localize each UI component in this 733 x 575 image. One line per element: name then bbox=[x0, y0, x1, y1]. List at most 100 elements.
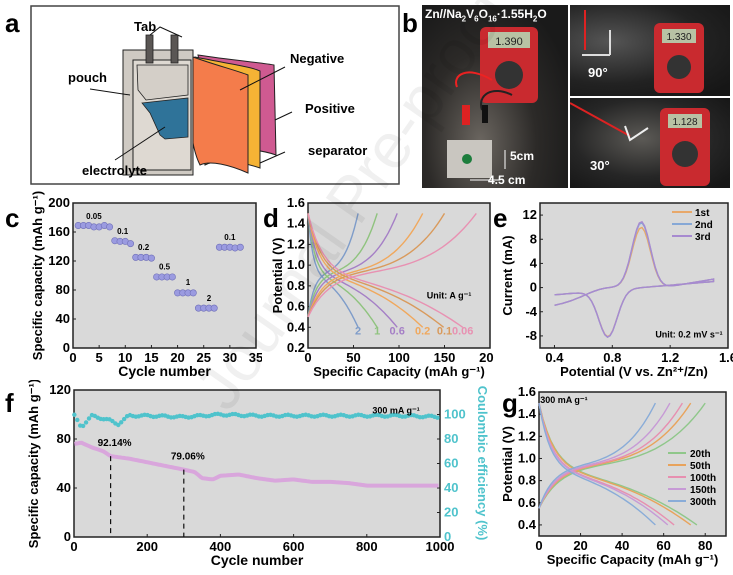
title-water: ·1.55H bbox=[496, 7, 533, 21]
legend-label-2nd: 2nd bbox=[695, 220, 713, 231]
discharge-curve-2 bbox=[307, 213, 359, 328]
y-axis-label: Potential (V) bbox=[270, 238, 285, 314]
cv-curve-3rd bbox=[554, 220, 715, 338]
dimension-height: 5cm bbox=[510, 149, 535, 163]
x-tick-label: 25 bbox=[196, 350, 210, 365]
photo-bend-90: 1.330 90° bbox=[570, 5, 730, 96]
y-tick-label: 80 bbox=[57, 431, 71, 446]
y-axis-label: Specific capacity (mAh g⁻¹) bbox=[26, 380, 41, 548]
ce-point bbox=[121, 416, 127, 422]
x-tick-label: 0 bbox=[69, 350, 76, 365]
y-tick-label: 0 bbox=[63, 340, 70, 355]
y-axis-label: Specific capacity (mAh g⁻¹) bbox=[30, 191, 45, 360]
x-tick-label: 20 bbox=[573, 538, 587, 553]
series-label-0.2: 0.2 bbox=[415, 326, 430, 338]
y2-tick-label: 40 bbox=[444, 480, 458, 495]
charge-curve-0.06 bbox=[307, 212, 477, 318]
y-tick-label: 160 bbox=[48, 224, 70, 239]
charge-curve-0.6 bbox=[307, 213, 398, 318]
legend-label-300th: 300th bbox=[690, 497, 716, 508]
rate-annotation: 0.1 bbox=[224, 233, 236, 242]
x-tick-label: 0 bbox=[70, 539, 77, 554]
x-tick-label: 40 bbox=[615, 538, 629, 553]
x-tick-label: 1000 bbox=[426, 539, 455, 554]
discharge-curve-50th bbox=[538, 402, 692, 526]
charge-curve-100th bbox=[538, 402, 683, 509]
legend-label-20th: 20th bbox=[690, 449, 711, 460]
x-tick-label: 35 bbox=[249, 350, 262, 365]
discharge-curve-0.2 bbox=[307, 213, 424, 328]
x-tick-label: 1.6 bbox=[719, 350, 733, 365]
y-tick-label: 0.8 bbox=[287, 278, 305, 293]
title-sub-h2: 2 bbox=[532, 14, 538, 24]
x-tick-label: 200 bbox=[136, 539, 158, 554]
angle-30-label: 30° bbox=[590, 158, 610, 173]
y-tick-label: 120 bbox=[49, 382, 71, 397]
y-tick-label: 0.6 bbox=[518, 495, 536, 510]
charge-curve-20th bbox=[538, 402, 706, 509]
discharge-curve-300th bbox=[538, 402, 656, 526]
callout-separator: separator bbox=[308, 143, 367, 158]
photo-pouch-cell-voltage: 1.390 Zn//Na2V6O16·1.55H2O 5cm 4.5 cm bbox=[422, 5, 568, 188]
y-tick-label: 8 bbox=[530, 231, 537, 246]
x-tick-label: 0 bbox=[535, 538, 542, 553]
y2-axis-label: Coulombic efficiency (%) bbox=[475, 386, 490, 541]
rate-annotation: 0.2 bbox=[138, 243, 150, 252]
x-tick-label: 0.8 bbox=[603, 350, 621, 365]
legend-label-1st: 1st bbox=[695, 208, 710, 219]
data-point bbox=[189, 289, 197, 297]
y-tick-label: 1.0 bbox=[518, 450, 536, 465]
y-tick-label: 40 bbox=[57, 480, 71, 495]
title-zn-na: Zn//Na bbox=[425, 7, 462, 21]
data-point bbox=[147, 254, 155, 262]
x-tick-label: 5 bbox=[96, 350, 103, 365]
x-tick-label: 100 bbox=[388, 350, 410, 365]
y-tick-label: 1.4 bbox=[287, 216, 306, 231]
discharge-curve-100th bbox=[538, 402, 675, 526]
angle-90-label: 90° bbox=[588, 65, 608, 80]
x-tick-label: 60 bbox=[656, 538, 670, 553]
charge-curve-150th bbox=[538, 402, 671, 509]
discharge-curve-0.6 bbox=[307, 213, 398, 328]
tab-left bbox=[145, 34, 154, 64]
ce-point bbox=[72, 412, 77, 417]
ce-point bbox=[116, 422, 121, 428]
x-tick-label: 0 bbox=[304, 350, 311, 365]
x-axis-label: Specific Capacity (mAh g⁻¹) bbox=[547, 552, 719, 567]
y-tick-label: 0.2 bbox=[287, 340, 305, 355]
y-tick-label: 0 bbox=[64, 529, 71, 544]
ce-point bbox=[119, 420, 124, 425]
chart-c-rate-capability: 0 5 10 15 20 25 30 35 0 40 80 120 160 200 Cycle number… bbox=[30, 191, 262, 379]
x-tick-label: 0.4 bbox=[545, 350, 564, 365]
x-tick-label: 1.2 bbox=[661, 350, 679, 365]
chart-d-charge-discharge: 0 50 100 150 200 0.2 0.4 0.6 0.8 1.0 1.2 1.4 1.6 Spec… bbox=[270, 195, 494, 379]
charge-curve-50th bbox=[538, 402, 692, 509]
panel-a-label: a bbox=[5, 8, 20, 38]
y-tick-label: 0.6 bbox=[287, 299, 305, 314]
callout-tab: Tab bbox=[134, 19, 156, 34]
data-point bbox=[168, 273, 176, 281]
x-tick-label: 80 bbox=[698, 538, 712, 553]
x-tick-label: 10 bbox=[118, 350, 132, 365]
y-tick-label: 1.6 bbox=[287, 195, 305, 210]
panel-e-label: e bbox=[493, 203, 508, 233]
y-axis-label: Current (mA) bbox=[500, 235, 515, 315]
tab-right bbox=[170, 34, 179, 64]
x-tick-label: 150 bbox=[434, 350, 456, 365]
x-tick-label: 30 bbox=[223, 350, 237, 365]
y-tick-label: 200 bbox=[48, 195, 70, 210]
ce-point bbox=[83, 420, 89, 425]
ce-point bbox=[110, 418, 115, 424]
y2-tick-label: 60 bbox=[444, 456, 458, 471]
y-tick-label: 1.6 bbox=[518, 384, 536, 399]
y-tick-label: 1.2 bbox=[287, 236, 305, 251]
panel-g-label: g bbox=[502, 388, 518, 418]
electrolyte-region bbox=[141, 97, 189, 140]
callout-pouch: pouch bbox=[68, 70, 107, 85]
chart-e-cv: 0.4 0.8 1.2 1.6 -8 -4 0 4 8 12 Potential (V vs. Zn… bbox=[500, 202, 733, 379]
retention-label: 92.14% bbox=[98, 438, 132, 449]
discharge-curve-0.1 bbox=[307, 213, 445, 328]
x-tick-label: 50 bbox=[346, 350, 360, 365]
legend-label-150th: 150th bbox=[690, 485, 716, 496]
